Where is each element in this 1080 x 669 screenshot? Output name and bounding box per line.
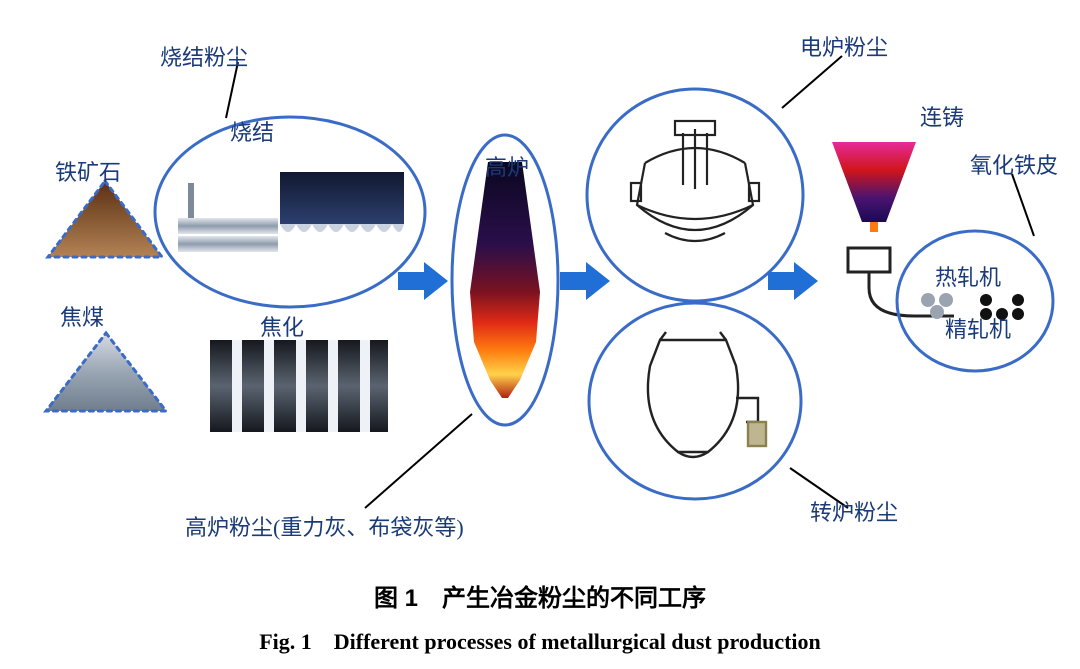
- label-continuous-casting: 连铸: [920, 100, 964, 132]
- label-sinter-dust: 烧结粉尘: [160, 40, 248, 72]
- label-bf-dust: 高炉粉尘(重力灰、布袋灰等): [185, 510, 464, 542]
- caption-zh: 图 1 产生冶金粉尘的不同工序: [0, 578, 1080, 613]
- caption-en: Fig. 1 Different processes of metallurgi…: [0, 624, 1080, 656]
- label-blast-furnace: 高炉: [485, 150, 529, 182]
- label-iron-oxide-scale: 氧化铁皮: [970, 148, 1058, 180]
- label-coking: 焦化: [260, 310, 304, 342]
- pointer-lines: [0, 0, 1080, 560]
- label-coking-coal: 焦煤: [60, 300, 104, 332]
- label-iron-ore: 铁矿石: [55, 155, 121, 187]
- label-eaf-dust: 电炉粉尘: [800, 30, 888, 62]
- label-sintering: 烧结: [230, 115, 274, 147]
- label-bof-dust: 转炉粉尘: [810, 495, 898, 527]
- diagram-canvas: 铁矿石 焦煤 烧结粉尘 烧结 焦化 高炉 高炉粉尘(重力灰、布袋灰等) 电炉粉尘…: [0, 0, 1080, 560]
- label-finish-mill: 精轧机: [945, 312, 1011, 344]
- label-hot-mill: 热轧机: [935, 260, 1001, 292]
